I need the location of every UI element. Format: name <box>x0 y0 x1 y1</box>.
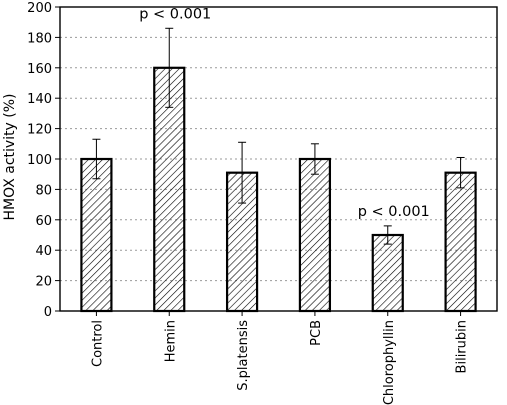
bar-pcb <box>298 157 332 313</box>
y-tick-label: 40 <box>35 244 52 259</box>
bar-chlorophyllin <box>371 233 404 313</box>
annotation-label: p < 0.001 <box>358 204 430 220</box>
bar-control <box>80 157 113 313</box>
y-axis-title: HMOX activity (%) <box>2 93 18 220</box>
y-tick-label: 200 <box>27 1 52 16</box>
y-tick-label: 120 <box>27 123 52 138</box>
category-label: Bilirubin <box>455 320 470 373</box>
axes <box>55 6 498 316</box>
grid-lines <box>60 6 497 282</box>
annotation-label: p < 0.001 <box>139 6 211 22</box>
labels: 0 20 40 60 80 100 120 140 160 180 200 Control Hemin S… <box>27 1 469 405</box>
y-tick-label: 20 <box>35 275 52 290</box>
bar-hemin <box>153 66 186 313</box>
y-tick-label: 140 <box>27 92 52 107</box>
y-tick-label: 60 <box>35 214 52 229</box>
y-tick-label: 100 <box>27 153 52 168</box>
category-label: Hemin <box>163 320 178 362</box>
category-label: S.platensis <box>236 320 251 391</box>
bar-bilirubin <box>444 171 477 313</box>
plot-frame <box>59 6 498 312</box>
bars <box>80 27 477 313</box>
y-tick-label: 0 <box>44 305 52 320</box>
y-tick-label: 160 <box>27 62 52 77</box>
y-tick-label: 180 <box>27 31 52 46</box>
category-label: Chlorophyllin <box>382 320 397 405</box>
y-tick-label: 80 <box>35 183 52 198</box>
category-label: Control <box>90 320 105 367</box>
category-label: PCB <box>309 320 324 346</box>
